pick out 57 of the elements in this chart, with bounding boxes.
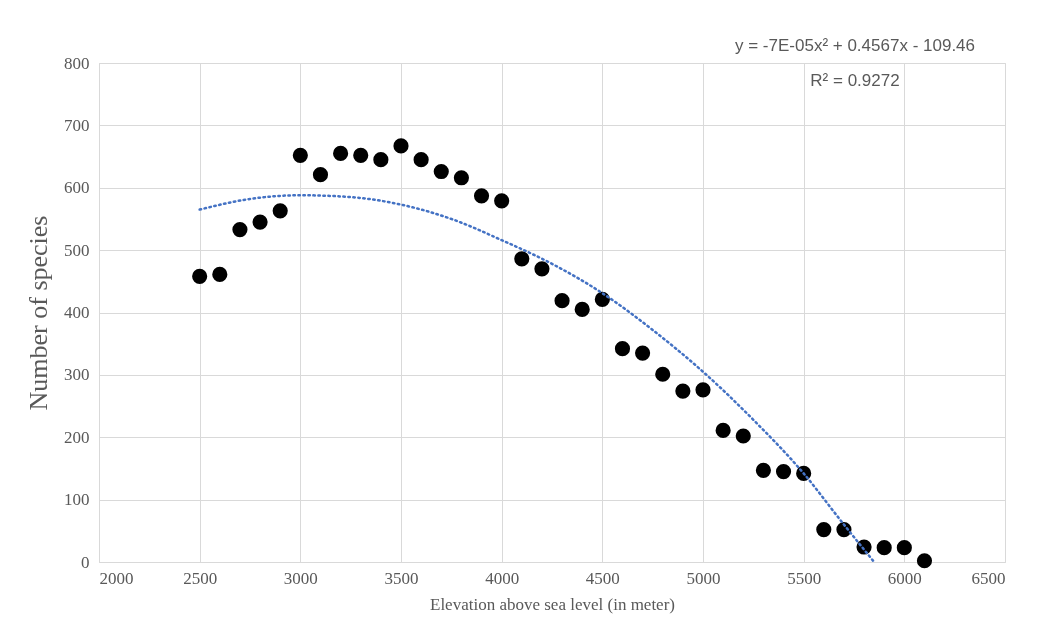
x-tick-label: 2000 (99, 568, 134, 588)
y-tick-label: 700 (64, 115, 90, 135)
point (655, 366, 671, 382)
x-tick-label: 6500 (971, 568, 1006, 588)
point (896, 540, 912, 556)
point (574, 301, 590, 317)
point (775, 463, 792, 480)
point (494, 193, 510, 209)
point (333, 145, 349, 162)
y-tick-label: 200 (64, 427, 90, 447)
y-tick-label: 800 (64, 53, 90, 73)
point (534, 261, 550, 277)
point (453, 170, 469, 186)
point (232, 221, 248, 238)
point (635, 345, 651, 361)
point (916, 553, 933, 569)
point (212, 266, 228, 283)
point (816, 522, 832, 538)
point (876, 540, 892, 556)
point (413, 152, 429, 168)
point (554, 293, 570, 309)
point (614, 341, 631, 357)
y-tick-label: 600 (64, 178, 90, 198)
x-tick-label: 3000 (283, 568, 318, 588)
point (292, 147, 308, 163)
point (755, 462, 771, 478)
y-tick-label: 100 (64, 490, 90, 510)
point (433, 163, 449, 180)
y-tick-label: 0 (81, 552, 90, 572)
point (514, 251, 530, 267)
line-series (198, 193, 876, 564)
point (715, 422, 731, 438)
x-axis-title: Elevation above sea level (in meter) (430, 594, 675, 614)
annotation: R² = 0.9272 (810, 71, 900, 90)
y-axis-title: Number of species (24, 215, 53, 411)
x-tick-label: 5500 (787, 568, 822, 588)
y-tick-label: 400 (64, 303, 90, 322)
point (695, 382, 711, 398)
text: y = -7E-05x² + 0.4567x - 109.46 (734, 36, 976, 55)
y-tick-label: 300 (64, 365, 90, 385)
x-tick-label: 6000 (887, 568, 922, 588)
point (393, 138, 409, 154)
point (735, 428, 751, 444)
point (252, 214, 268, 230)
x-tick-label: 5000 (686, 568, 721, 588)
x-tick-label: 3500 (384, 568, 419, 588)
point (353, 147, 369, 163)
point (373, 152, 389, 168)
y-tick-label: 500 (64, 240, 90, 260)
x-tick-label: 4500 (585, 568, 620, 588)
point (675, 383, 691, 399)
point (312, 167, 329, 183)
point (473, 188, 490, 204)
x-tick-label: 2500 (183, 568, 218, 588)
point (272, 203, 288, 219)
x-tick-label: 4000 (485, 568, 520, 588)
point (192, 268, 208, 284)
